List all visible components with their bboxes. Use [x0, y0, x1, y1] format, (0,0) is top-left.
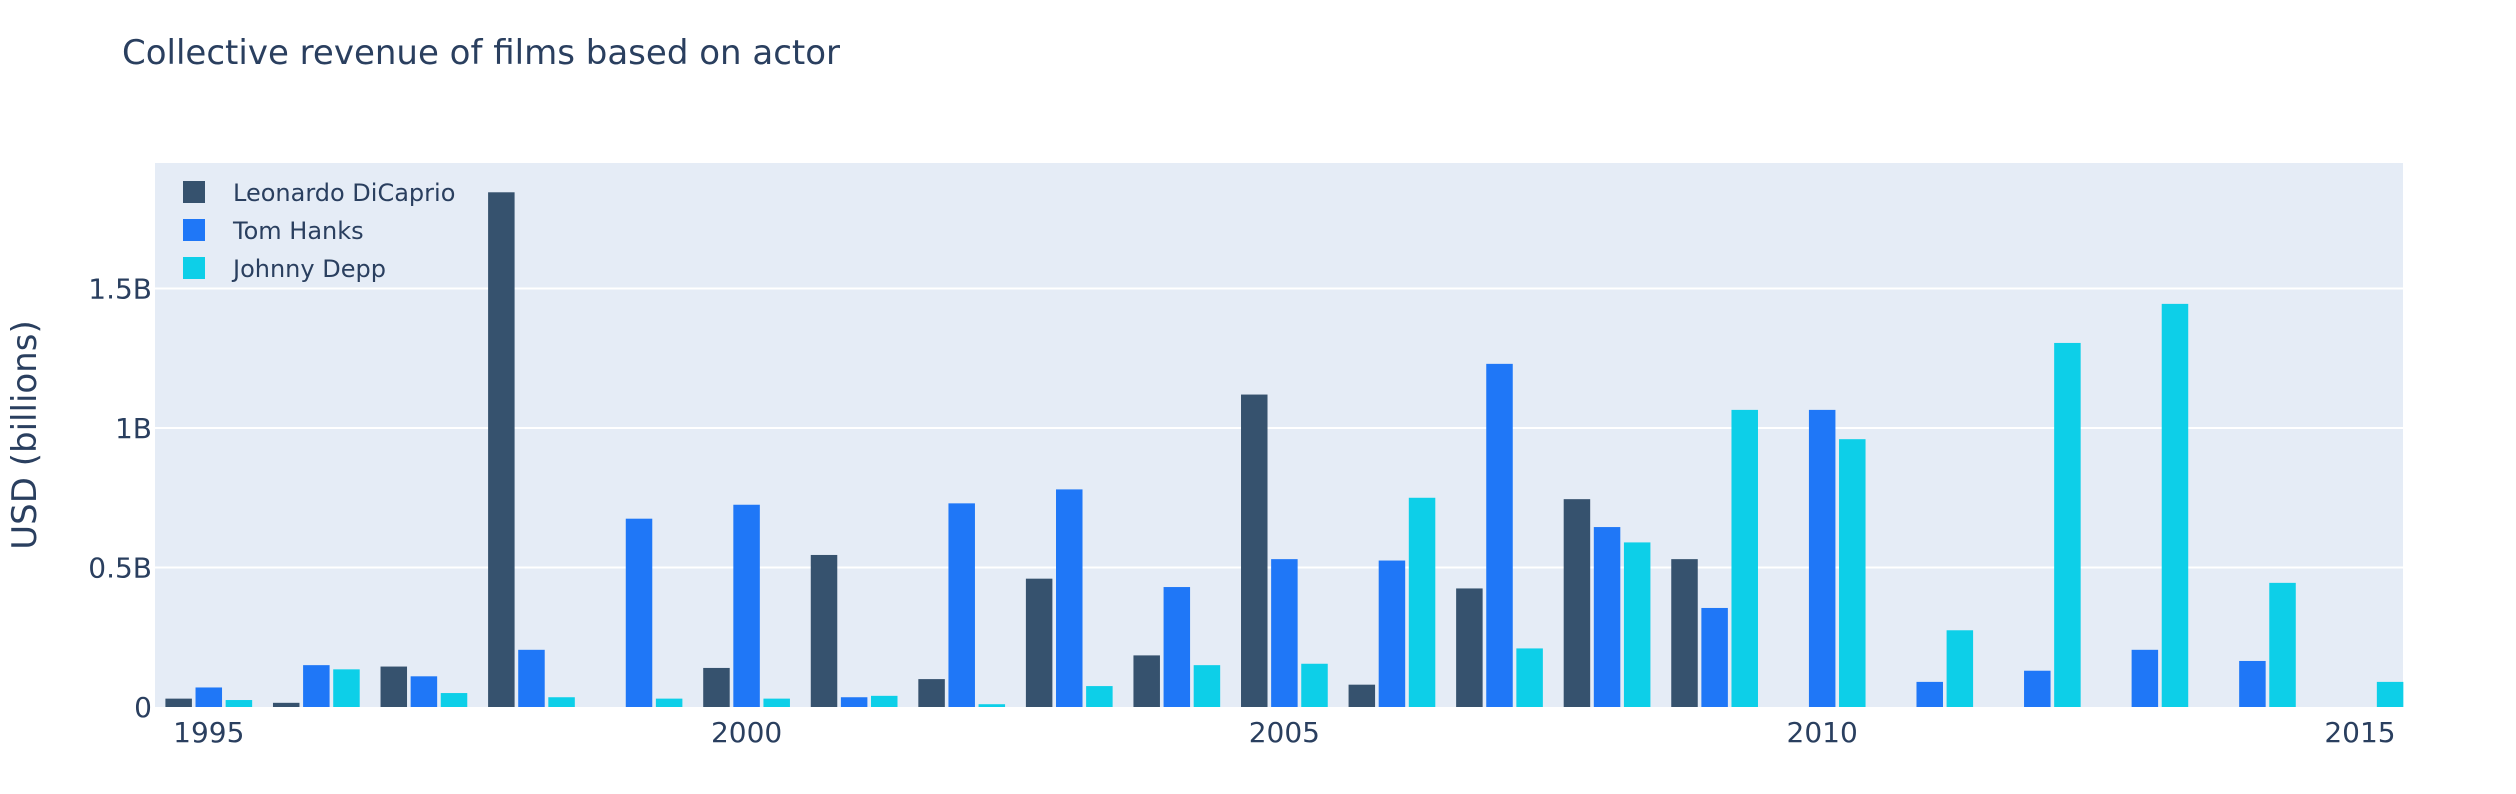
- bar: [703, 667, 730, 707]
- bar: [1378, 560, 1406, 707]
- bar: [1839, 439, 1866, 707]
- bar: [1193, 665, 1221, 707]
- bar: [380, 666, 408, 707]
- bar: [225, 700, 253, 707]
- bars: [165, 192, 2404, 708]
- bar: [918, 679, 945, 707]
- bar: [1241, 394, 1268, 707]
- bar: [1671, 559, 1698, 707]
- bar: [1593, 527, 1621, 707]
- bar: [1301, 663, 1328, 707]
- bar: [1563, 499, 1591, 707]
- bar: [518, 649, 545, 707]
- bar: [1163, 587, 1191, 707]
- bar: [333, 669, 360, 707]
- x-tick-label: 2000: [711, 716, 782, 749]
- bar: [1516, 648, 1543, 707]
- bar: [195, 687, 223, 707]
- bar: [440, 693, 468, 707]
- bar: [303, 665, 330, 707]
- bar: [2239, 660, 2266, 707]
- legend-label: Leonardo DiCaprio: [233, 179, 455, 207]
- bar: [1916, 681, 1943, 707]
- bar: [1946, 630, 1974, 707]
- bar: [763, 698, 790, 707]
- bar: [2054, 342, 2081, 707]
- x-tick-label: 2010: [1787, 716, 1858, 749]
- bar: [1486, 363, 1513, 707]
- bar: [2161, 303, 2189, 707]
- y-tick-label: 0: [134, 691, 152, 724]
- bar: [1133, 655, 1160, 707]
- bar: [871, 695, 898, 707]
- x-axis-ticks: 1995 2000 2005 2010 2015: [173, 716, 2395, 749]
- bar: [625, 518, 653, 707]
- legend-label: Johnny Depp: [231, 255, 386, 283]
- y-axis-title: USD (billions): [5, 320, 45, 549]
- bar: [810, 554, 838, 707]
- bar: [1731, 409, 1758, 707]
- bar: [2024, 670, 2051, 707]
- bar: [733, 504, 760, 707]
- chart-title: Collective revenue of films based on act…: [122, 33, 840, 73]
- legend-label: Tom Hanks: [232, 217, 364, 245]
- bar: [1808, 409, 1836, 707]
- bar: [1271, 559, 1298, 707]
- bar: [1701, 607, 1728, 707]
- bar: [2376, 681, 2404, 707]
- bar: [1408, 497, 1436, 707]
- y-tick-label: 0.5B: [88, 552, 152, 585]
- bar: [2131, 649, 2159, 707]
- bar: [655, 698, 683, 707]
- y-axis-ticks: 0 0.5B 1B 1.5B: [88, 273, 152, 724]
- y-tick-label: 1.5B: [88, 273, 152, 306]
- bar: [1623, 542, 1651, 707]
- bar: [978, 704, 1006, 707]
- x-tick-label: 2015: [2324, 716, 2395, 749]
- bar: [1025, 578, 1053, 707]
- bar: [410, 676, 438, 707]
- bar: [1456, 588, 1483, 707]
- legend-swatch: [183, 219, 205, 241]
- legend: Leonardo DiCaprio Tom Hanks Johnny Depp: [183, 179, 455, 283]
- bar: [272, 702, 300, 707]
- y-tick-label: 1B: [115, 412, 152, 445]
- bar: [548, 697, 575, 707]
- bar: [165, 698, 192, 707]
- bar: [488, 192, 515, 708]
- x-tick-label: 1995: [173, 716, 244, 749]
- bar: [1056, 489, 1083, 707]
- bar: [1086, 686, 1113, 707]
- legend-swatch: [183, 181, 205, 203]
- bar: [948, 503, 975, 707]
- bar: [1348, 684, 1376, 707]
- x-tick-label: 2005: [1249, 716, 1320, 749]
- bar: [840, 697, 868, 707]
- legend-swatch: [183, 257, 205, 279]
- bar: [2269, 582, 2296, 707]
